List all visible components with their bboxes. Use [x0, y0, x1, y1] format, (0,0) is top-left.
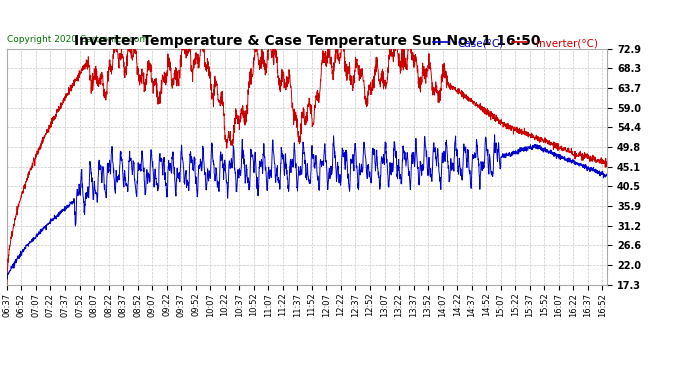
Title: Inverter Temperature & Case Temperature Sun Nov 1 16:50: Inverter Temperature & Case Temperature … [74, 34, 540, 48]
Text: Copyright 2020 Cartronics.com: Copyright 2020 Cartronics.com [7, 35, 148, 44]
Legend: Case(°C), Inverter(°C): Case(°C), Inverter(°C) [429, 34, 602, 52]
